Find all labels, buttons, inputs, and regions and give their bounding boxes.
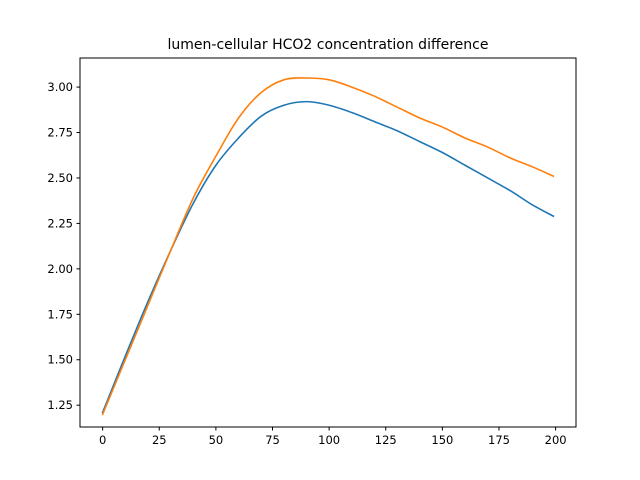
series-line-2 (101, 77, 555, 416)
x-tick-label: 25 (152, 433, 167, 447)
y-axis-ticks: 1.25 1.50 1.75 2.00 2.25 2.50 2.75 3.00 (47, 80, 80, 412)
y-tick-label: 1.50 (47, 353, 73, 367)
y-tick-label: 1.25 (47, 398, 73, 412)
x-tick-label: 200 (545, 433, 567, 447)
x-tick-label: 175 (488, 433, 510, 447)
x-tick-label: 125 (375, 433, 397, 447)
plot-lines (101, 77, 555, 416)
chart-title: lumen-cellular HCO2 concentration differ… (168, 37, 489, 53)
series-line-1 (101, 100, 555, 414)
y-tick-label: 3.00 (47, 80, 73, 94)
y-tick-label: 2.25 (47, 216, 73, 230)
x-tick-label: 0 (99, 433, 106, 447)
x-tick-label: 100 (318, 433, 340, 447)
y-tick-label: 2.00 (47, 262, 73, 276)
axes (79, 57, 577, 428)
x-tick-label: 150 (431, 433, 453, 447)
x-tick-label: 75 (265, 433, 280, 447)
x-axis-ticks: 0 25 50 75 100 125 150 175 200 (99, 427, 567, 447)
x-tick-label: 50 (209, 433, 224, 447)
y-tick-label: 2.50 (47, 171, 73, 185)
y-tick-label: 2.75 (47, 126, 73, 140)
y-tick-label: 1.75 (47, 307, 73, 321)
axes-frame (79, 57, 577, 428)
